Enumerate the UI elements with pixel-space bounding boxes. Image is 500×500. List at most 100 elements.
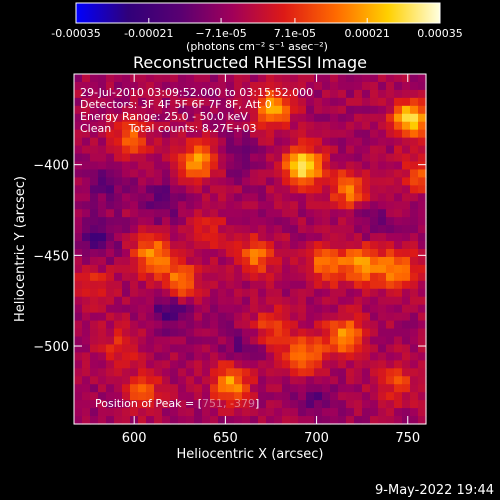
heatmap-cell <box>242 177 251 186</box>
heatmap-cell <box>266 344 275 353</box>
heatmap-cell <box>122 256 131 266</box>
heatmap-cell <box>138 185 147 194</box>
heatmap-cell <box>418 272 427 282</box>
heatmap-cell <box>218 161 227 171</box>
heatmap-cell <box>330 408 339 417</box>
heatmap-cell <box>314 153 323 163</box>
heatmap-cell <box>74 360 83 369</box>
heatmap-cell <box>82 416 91 425</box>
heatmap-cell <box>338 376 347 385</box>
heatmap-cell <box>226 193 235 202</box>
heatmap-cell <box>170 328 179 338</box>
heatmap-cell <box>338 137 347 147</box>
heatmap-cell <box>154 81 163 91</box>
colorbar-tick-label: -0.00021 <box>124 27 173 40</box>
heatmap-cell <box>82 352 91 361</box>
heatmap-cell <box>250 137 259 147</box>
heatmap-cell <box>114 129 123 139</box>
heatmap-cell <box>154 217 163 226</box>
heatmap-cell <box>202 408 211 417</box>
heatmap-cell <box>250 400 259 409</box>
heatmap-cell <box>298 296 307 306</box>
heatmap-cell <box>306 97 315 107</box>
heatmap-cell <box>410 97 419 107</box>
heatmap-cell <box>290 217 299 226</box>
heatmap-cell <box>122 89 131 99</box>
heatmap-cell <box>274 392 283 401</box>
heatmap-cell <box>122 320 131 330</box>
heatmap-cell <box>218 81 227 91</box>
heatmap-cell <box>146 328 155 338</box>
heatmap-cell <box>186 105 195 115</box>
heatmap-cell <box>250 328 259 338</box>
heatmap-cell <box>74 408 83 417</box>
heatmap-cell <box>202 137 211 147</box>
heatmap-cell <box>82 272 91 282</box>
heatmap-cell <box>378 280 387 290</box>
heatmap-cell <box>338 121 347 131</box>
heatmap-cell <box>250 113 259 123</box>
heatmap-cell <box>386 304 395 314</box>
heatmap-cell <box>282 97 291 107</box>
heatmap-cell <box>186 368 195 377</box>
heatmap-cell <box>410 241 419 250</box>
heatmap-cell <box>162 137 171 147</box>
heatmap-cell <box>242 161 251 171</box>
heatmap-cell <box>338 185 347 194</box>
heatmap-cell <box>402 272 411 282</box>
heatmap-cell <box>90 185 99 194</box>
heatmap-cell <box>266 376 275 385</box>
heatmap-cell <box>370 97 379 107</box>
heatmap-cell <box>186 328 195 338</box>
heatmap-cell <box>98 320 107 330</box>
heatmap-cell <box>218 280 227 290</box>
heatmap-cell <box>154 105 163 115</box>
heatmap-cell <box>170 256 179 266</box>
heatmap-cell <box>122 97 131 107</box>
heatmap-cell <box>290 145 299 155</box>
heatmap-cell <box>202 89 211 99</box>
heatmap-cell <box>378 97 387 107</box>
heatmap-cell <box>218 169 227 178</box>
heatmap-cell <box>402 288 411 298</box>
heatmap-cell <box>322 256 331 266</box>
heatmap-cell <box>346 137 355 147</box>
heatmap-cell <box>274 376 283 385</box>
heatmap-cell <box>370 153 379 163</box>
heatmap-cell <box>314 129 323 139</box>
heatmap-cell <box>226 288 235 298</box>
heatmap-cell <box>282 169 291 178</box>
heatmap-cell <box>354 296 363 306</box>
y-axis-ticks: −400−450−500 <box>33 159 426 355</box>
heatmap-cell <box>290 129 299 139</box>
heatmap-cell <box>346 97 355 107</box>
heatmap-cell <box>186 249 195 258</box>
heatmap-cell <box>282 384 291 393</box>
heatmap-cell <box>242 360 251 369</box>
heatmap-cell <box>210 113 219 123</box>
heatmap-cell <box>194 328 203 338</box>
heatmap-cell <box>106 264 115 274</box>
heatmap-cell <box>122 233 131 242</box>
heatmap-cell <box>98 352 107 361</box>
heatmap-cell <box>162 264 171 274</box>
heatmap-cell <box>210 408 219 417</box>
heatmap-cell <box>418 225 427 234</box>
heatmap-cell <box>298 272 307 282</box>
heatmap-cell <box>122 113 131 123</box>
heatmap-cell <box>194 264 203 274</box>
heatmap-cell <box>138 137 147 147</box>
heatmap-cell <box>90 344 99 353</box>
heatmap-cell <box>178 312 187 322</box>
heatmap-cell <box>258 161 267 171</box>
heatmap-cell <box>258 256 267 266</box>
heatmap-cell <box>346 352 355 361</box>
heatmap-cell <box>74 74 83 83</box>
heatmap-cell <box>354 241 363 250</box>
heatmap-cell <box>346 384 355 393</box>
heatmap-cell <box>234 161 243 171</box>
heatmap-cell <box>162 113 171 123</box>
heatmap-cell <box>90 153 99 163</box>
heatmap-cell <box>154 304 163 314</box>
heatmap-cell <box>394 288 403 298</box>
